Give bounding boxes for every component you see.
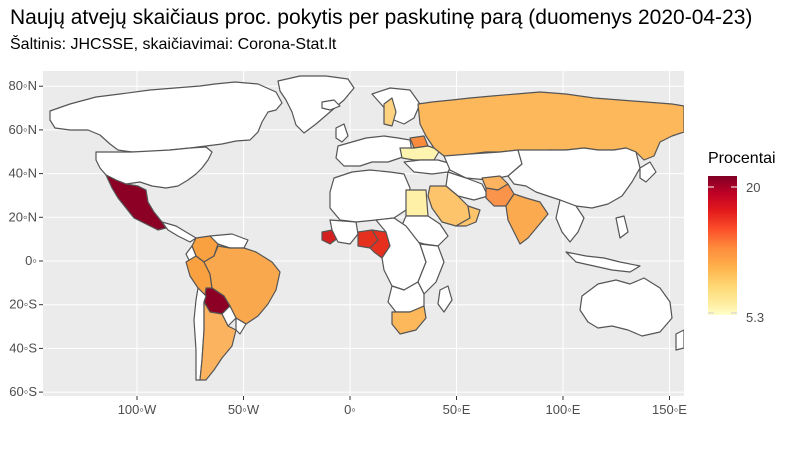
y-tick-label: 20◦N bbox=[9, 209, 37, 224]
region-uk[interactable] bbox=[335, 123, 349, 143]
region-ukraine[interactable] bbox=[399, 145, 441, 161]
y-tick-label: 0◦ bbox=[25, 253, 37, 268]
x-tick-label: 150◦E bbox=[652, 402, 687, 417]
x-tick-label: 50◦W bbox=[228, 402, 260, 417]
region-sweden[interactable] bbox=[383, 97, 397, 127]
region-philippines[interactable] bbox=[615, 215, 629, 239]
region-argentina[interactable] bbox=[199, 301, 237, 381]
region-north-africa[interactable] bbox=[329, 169, 411, 223]
chart-subtitle: Šaltinis: JHCSSE, skaičiavimai: Corona-S… bbox=[10, 36, 337, 53]
y-tick-label: 60◦S bbox=[9, 384, 37, 399]
region-uruguay[interactable] bbox=[235, 317, 247, 335]
y-tick-label: 60◦N bbox=[9, 122, 37, 137]
y-tick-label: 40◦N bbox=[9, 166, 37, 181]
chart-title: Naujų atvejų skaičiaus proc. pokytis per… bbox=[10, 6, 753, 29]
land-layer bbox=[49, 75, 684, 381]
region-east-africa[interactable] bbox=[417, 243, 445, 295]
legend-label-max: 20 bbox=[746, 180, 760, 195]
x-tick-label: 0◦ bbox=[344, 402, 356, 417]
legend-colorbar bbox=[708, 176, 737, 315]
region-indonesia[interactable] bbox=[565, 251, 641, 273]
legend-label-min: 5.3 bbox=[746, 310, 764, 325]
region-central-america[interactable] bbox=[161, 221, 197, 243]
x-axis: 100◦W 50◦W 0◦ 50◦E 100◦E 150◦E bbox=[118, 396, 687, 417]
region-oman-yemen[interactable] bbox=[455, 205, 481, 227]
region-west-africa[interactable] bbox=[329, 219, 359, 245]
region-south-africa[interactable] bbox=[391, 305, 427, 335]
y-tick-label: 20◦S bbox=[9, 297, 37, 312]
region-madagascar[interactable] bbox=[437, 285, 453, 313]
region-india[interactable] bbox=[505, 193, 549, 245]
y-axis: 80◦N 60◦N 40◦N 20◦N 0◦ 20◦S 40◦S 60◦S bbox=[9, 78, 43, 399]
y-tick-label: 40◦S bbox=[9, 340, 37, 355]
region-egypt[interactable] bbox=[405, 189, 429, 217]
region-greenland[interactable] bbox=[277, 75, 355, 134]
x-tick-label: 100◦E bbox=[546, 402, 581, 417]
region-australia[interactable] bbox=[579, 277, 673, 337]
x-tick-label: 50◦E bbox=[443, 402, 471, 417]
region-canada[interactable] bbox=[49, 81, 283, 153]
region-iceland[interactable] bbox=[321, 99, 341, 111]
region-southeast-asia[interactable] bbox=[555, 199, 585, 243]
legend-title: Procentai bbox=[708, 150, 776, 167]
region-korea-japan[interactable] bbox=[639, 161, 657, 183]
region-china-mongolia[interactable] bbox=[507, 147, 641, 209]
region-new-zealand[interactable] bbox=[675, 329, 684, 351]
y-tick-label: 80◦N bbox=[9, 78, 37, 93]
x-tick-label: 100◦W bbox=[118, 402, 157, 417]
